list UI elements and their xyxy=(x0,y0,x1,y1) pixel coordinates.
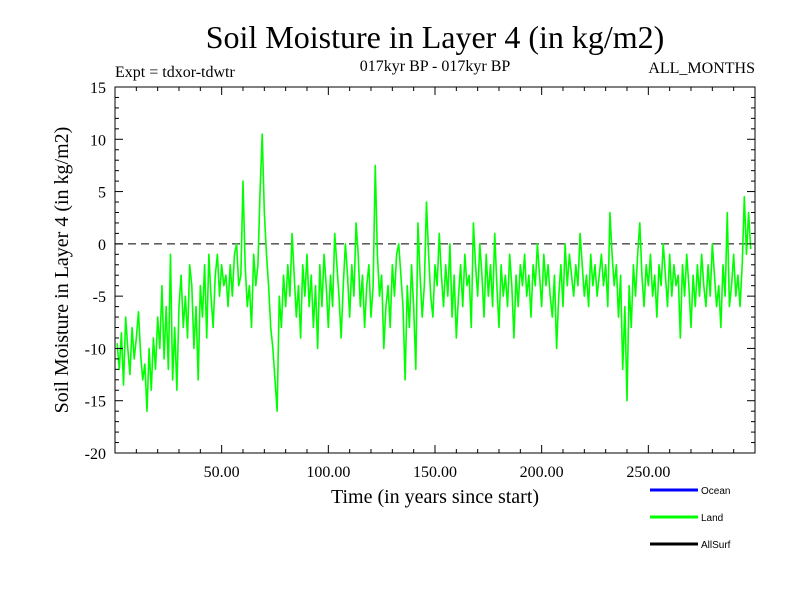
x-tick-label: 200.00 xyxy=(520,464,564,481)
experiment-label: Expt = tdxor-tdwtr xyxy=(115,64,235,81)
y-tick-label: 0 xyxy=(98,237,106,254)
y-tick-label: 10 xyxy=(90,132,106,149)
x-tick-label: 100.00 xyxy=(306,464,350,481)
y-tick-label: 15 xyxy=(90,80,106,97)
x-tick-label: 250.00 xyxy=(626,464,670,481)
y-axis: 15 10 5 0 -5 -10 -15 -20 xyxy=(85,80,755,463)
y-tick-label: 5 xyxy=(98,185,106,202)
series-line-land xyxy=(116,133,752,412)
x-tick-label: 50.00 xyxy=(204,464,240,481)
y-tick-label: -20 xyxy=(85,446,106,463)
chart-title: Soil Moisture in Layer 4 (in kg/m2) xyxy=(206,19,665,55)
y-tick-label: -10 xyxy=(85,341,106,358)
legend-label-allsurf: AllSurf xyxy=(701,540,731,551)
legend-label-ocean: Ocean xyxy=(701,486,730,497)
legend-label-land: Land xyxy=(701,513,723,524)
x-axis-label: Time (in years since start) xyxy=(331,486,539,508)
y-tick-label: -15 xyxy=(85,394,106,411)
y-axis-label: Soil Moisture in Layer 4 (in kg/m2) xyxy=(51,127,73,414)
legend: Ocean Land AllSurf xyxy=(650,486,731,551)
x-axis: 50.00 100.00 150.00 200.00 250.00 xyxy=(135,87,735,481)
y-tick-label: -5 xyxy=(93,289,106,306)
x-tick-label: 150.00 xyxy=(413,464,457,481)
period-subtitle: 017kyr BP - 017kyr BP xyxy=(360,58,511,75)
plot-area xyxy=(114,86,756,454)
months-label: ALL_MONTHS xyxy=(648,60,755,77)
